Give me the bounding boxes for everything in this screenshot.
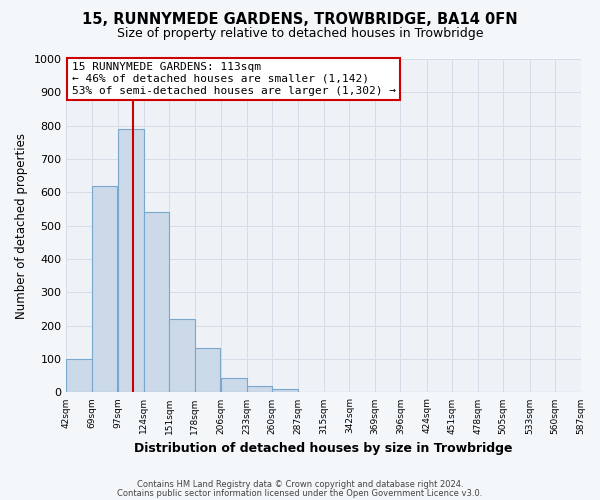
Bar — [221, 378, 247, 392]
Text: Size of property relative to detached houses in Trowbridge: Size of property relative to detached ho… — [117, 28, 483, 40]
Bar — [67, 359, 92, 392]
X-axis label: Distribution of detached houses by size in Trowbridge: Distribution of detached houses by size … — [134, 442, 513, 455]
Text: 15, RUNNYMEDE GARDENS, TROWBRIDGE, BA14 0FN: 15, RUNNYMEDE GARDENS, TROWBRIDGE, BA14 … — [82, 12, 518, 28]
Y-axis label: Number of detached properties: Number of detached properties — [15, 132, 28, 318]
Bar — [144, 212, 169, 392]
Bar — [272, 389, 298, 392]
Bar — [169, 319, 195, 392]
Bar — [195, 348, 220, 393]
Bar — [247, 386, 272, 392]
Text: 15 RUNNYMEDE GARDENS: 113sqm
← 46% of detached houses are smaller (1,142)
53% of: 15 RUNNYMEDE GARDENS: 113sqm ← 46% of de… — [71, 62, 395, 96]
Text: Contains public sector information licensed under the Open Government Licence v3: Contains public sector information licen… — [118, 488, 482, 498]
Bar — [92, 186, 118, 392]
Bar — [118, 129, 144, 392]
Text: Contains HM Land Registry data © Crown copyright and database right 2024.: Contains HM Land Registry data © Crown c… — [137, 480, 463, 489]
